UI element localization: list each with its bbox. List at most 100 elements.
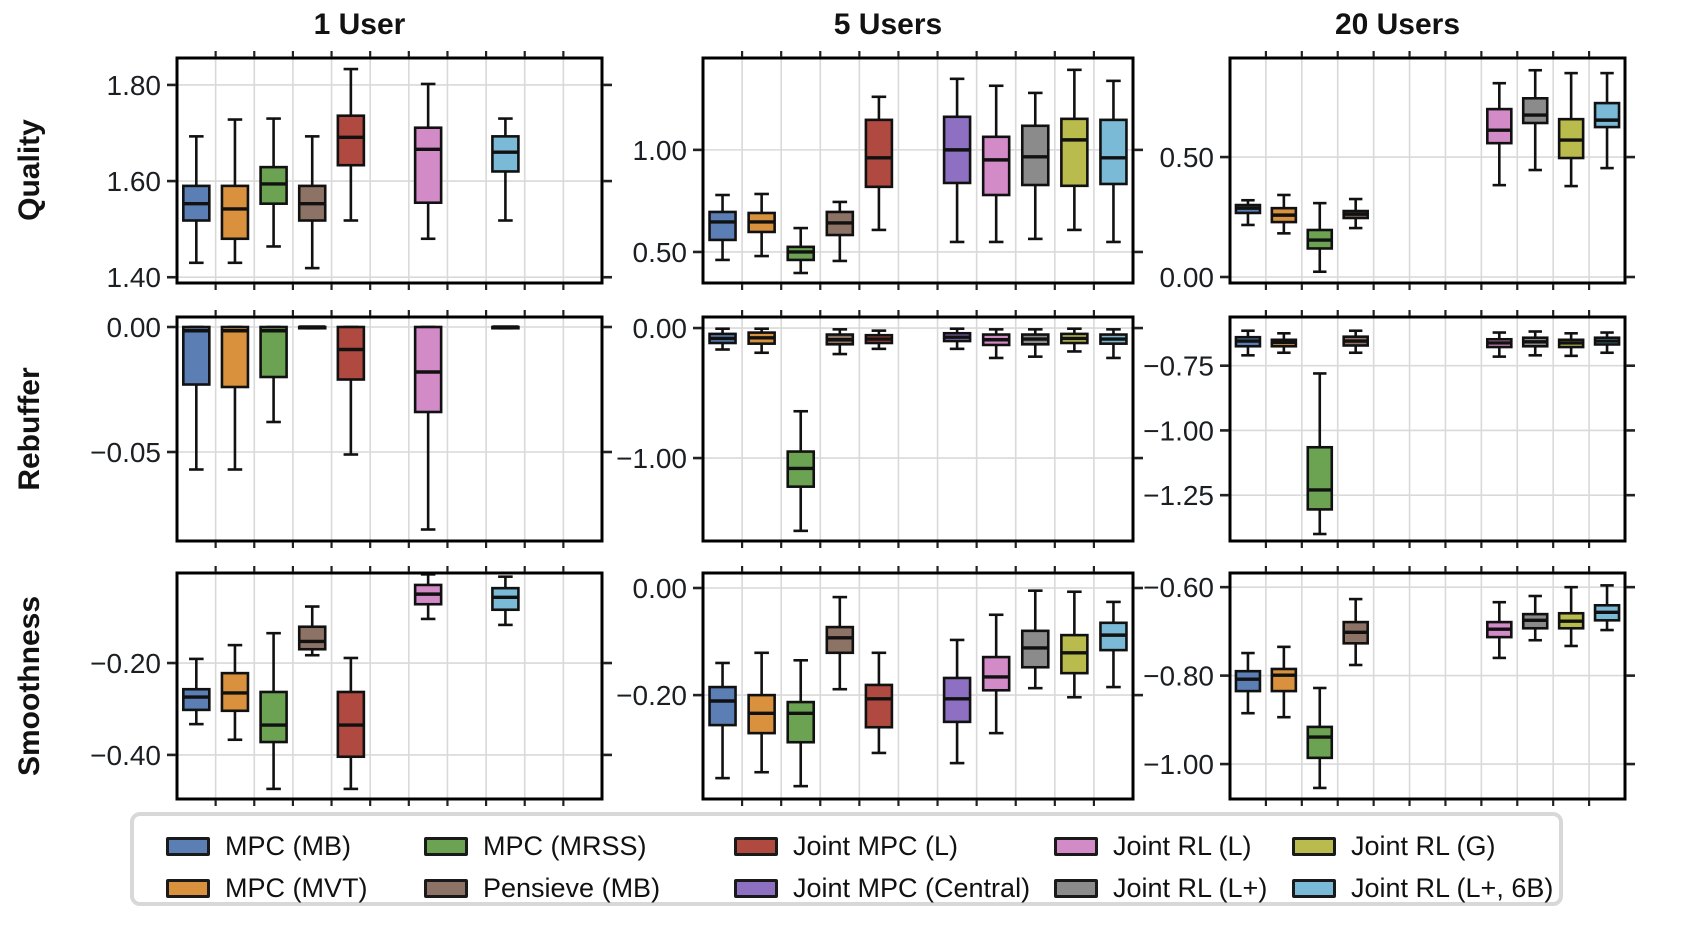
gridlines-rebuffer-20-users — [1230, 317, 1625, 541]
spines-rebuffer-5-users — [701, 315, 1135, 543]
box-rebuffer-20-users-6 — [1486, 331, 1513, 358]
legend-label-8: Joint RL (G) — [1351, 830, 1496, 861]
spines-smoothness-1-user — [175, 571, 604, 801]
legend-item-7: Joint RL (L+) — [1054, 873, 1267, 903]
box-quality-1-user-3 — [297, 135, 327, 270]
ytick-label-quality-20-users: 0.50 — [1160, 142, 1215, 173]
box-smoothness-5-users-7 — [1020, 589, 1050, 690]
box-quality-20-users-3 — [1342, 197, 1369, 230]
ytick-label-smoothness-1-user: −0.40 — [90, 740, 161, 771]
box-quality-1-user-2 — [259, 117, 288, 248]
subplot-quality-1-user: 1.80 1.60 1.40 — [107, 51, 612, 293]
legend-swatch-6 — [1054, 836, 1098, 856]
ytick-label-rebuffer-1-user: −0.05 — [90, 437, 161, 468]
legend-label-3: Pensieve (MB) — [483, 872, 661, 903]
box-smoothness-5-users-5 — [942, 638, 972, 765]
legend-swatch-4 — [734, 836, 778, 856]
box-smoothness-1-user-4 — [336, 656, 366, 791]
ytick-label-smoothness-5-users: −0.20 — [616, 680, 687, 711]
box-quality-5-users-9 — [1099, 79, 1128, 244]
box-smoothness-5-users-6 — [981, 613, 1011, 735]
box-rebuffer-5-users-1 — [747, 327, 776, 355]
box-smoothness-5-users-9 — [1099, 600, 1128, 689]
box-smoothness-1-user-0 — [182, 657, 211, 726]
spines-smoothness-20-users — [1228, 571, 1627, 801]
spines-smoothness-5-users — [701, 571, 1135, 801]
subplot-rebuffer-1-user: 0.00 −0.05 — [90, 310, 612, 548]
box-smoothness-5-users-4 — [864, 651, 894, 755]
box-rebuffer-1-user-2 — [259, 325, 288, 424]
legend-label-9: Joint RL (L+, 6B) — [1351, 872, 1554, 903]
legend-swatch-8 — [1292, 836, 1336, 856]
subplot-rebuffer-5-users: 0.00 −1.00 — [616, 310, 1143, 548]
column-title-20-users: 20 Users — [1334, 8, 1461, 41]
box-quality-1-user-0 — [182, 135, 211, 265]
box-rebuffer-1-user-6 — [413, 325, 443, 531]
box-rebuffer-5-users-4 — [864, 329, 894, 351]
ytick-label-quality-5-users: 1.00 — [633, 135, 688, 166]
box-quality-5-users-7 — [1020, 91, 1050, 241]
box-rebuffer-20-users-8 — [1557, 332, 1585, 358]
ytick-label-smoothness-5-users: 0.00 — [633, 573, 688, 604]
gridlines-smoothness-5-users — [703, 573, 1133, 799]
legend-label-6: Joint RL (L) — [1113, 830, 1252, 861]
box-rebuffer-20-users-7 — [1521, 330, 1549, 357]
box-quality-1-user-4 — [336, 67, 366, 222]
ytick-label-quality-20-users: 0.00 — [1160, 262, 1215, 293]
box-smoothness-1-user-3 — [297, 605, 327, 657]
ytick-label-rebuffer-1-user: 0.00 — [107, 312, 162, 343]
box-rebuffer-5-users-2 — [786, 409, 816, 533]
legend-item-3: Pensieve (MB) — [424, 873, 660, 903]
ytick-label-smoothness-20-users: −0.80 — [1143, 661, 1214, 692]
box-smoothness-20-users-0 — [1234, 651, 1262, 715]
box-quality-1-user-6 — [413, 82, 443, 241]
box-smoothness-20-users-9 — [1593, 584, 1621, 632]
gridlines-rebuffer-1-user — [177, 317, 602, 541]
gridlines-quality-5-users — [703, 58, 1133, 283]
legend-label-7: Joint RL (L+) — [1113, 872, 1268, 903]
legend-item-1: MPC (MVT) — [166, 873, 367, 903]
subplot-quality-5-users: 1.00 0.50 — [633, 51, 1143, 290]
box-rebuffer-20-users-3 — [1342, 329, 1369, 355]
box-smoothness-20-users-6 — [1486, 600, 1513, 660]
box-rebuffer-5-users-6 — [981, 328, 1011, 360]
column-title-5-users: 5 Users — [833, 8, 943, 41]
legend-label-1: MPC (MVT) — [225, 872, 368, 903]
ytick-label-rebuffer-20-users: −1.25 — [1143, 480, 1214, 511]
legend-swatch-2 — [424, 836, 468, 856]
box-smoothness-1-user-6 — [413, 573, 443, 621]
box-rebuffer-1-user-0 — [182, 325, 211, 471]
box-rebuffer-1-user-3 — [297, 325, 327, 330]
gridlines-quality-20-users — [1230, 58, 1625, 283]
legend-swatch-3 — [424, 878, 468, 898]
ytick-label-rebuffer-20-users: −1.00 — [1143, 415, 1214, 446]
legend-item-6: Joint RL (L) — [1054, 831, 1252, 861]
ytick-label-rebuffer-5-users: −1.00 — [616, 443, 687, 474]
gridlines-quality-1-user — [177, 58, 602, 283]
box-quality-20-users-8 — [1557, 71, 1585, 188]
gridlines-smoothness-1-user — [177, 573, 602, 799]
box-smoothness-5-users-1 — [747, 651, 776, 774]
subplot-smoothness-5-users: 0.00 −0.20 — [616, 566, 1143, 806]
column-title-1-user: 1 User — [313, 8, 406, 41]
legend-label-4: Joint MPC (L) — [793, 830, 959, 861]
row-label-quality: Quality — [13, 119, 46, 221]
box-smoothness-5-users-0 — [708, 661, 737, 780]
box-smoothness-1-user-2 — [259, 631, 288, 791]
legend-label-2: MPC (MRSS) — [483, 830, 647, 861]
box-smoothness-20-users-3 — [1342, 597, 1369, 667]
box-smoothness-20-users-8 — [1557, 585, 1585, 648]
gridlines-rebuffer-5-users — [703, 317, 1133, 541]
ytick-label-smoothness-20-users: −1.00 — [1143, 749, 1214, 780]
box-quality-20-users-9 — [1593, 71, 1621, 170]
box-rebuffer-5-users-9 — [1099, 328, 1128, 360]
box-quality-5-users-0 — [708, 193, 737, 262]
ytick-label-smoothness-20-users: −0.60 — [1143, 572, 1214, 603]
box-rebuffer-20-users-9 — [1593, 331, 1621, 355]
spines-quality-20-users — [1228, 56, 1627, 285]
box-rebuffer-5-users-5 — [942, 327, 972, 351]
box-quality-5-users-1 — [747, 192, 776, 258]
legend-label-0: MPC (MB) — [225, 830, 351, 861]
